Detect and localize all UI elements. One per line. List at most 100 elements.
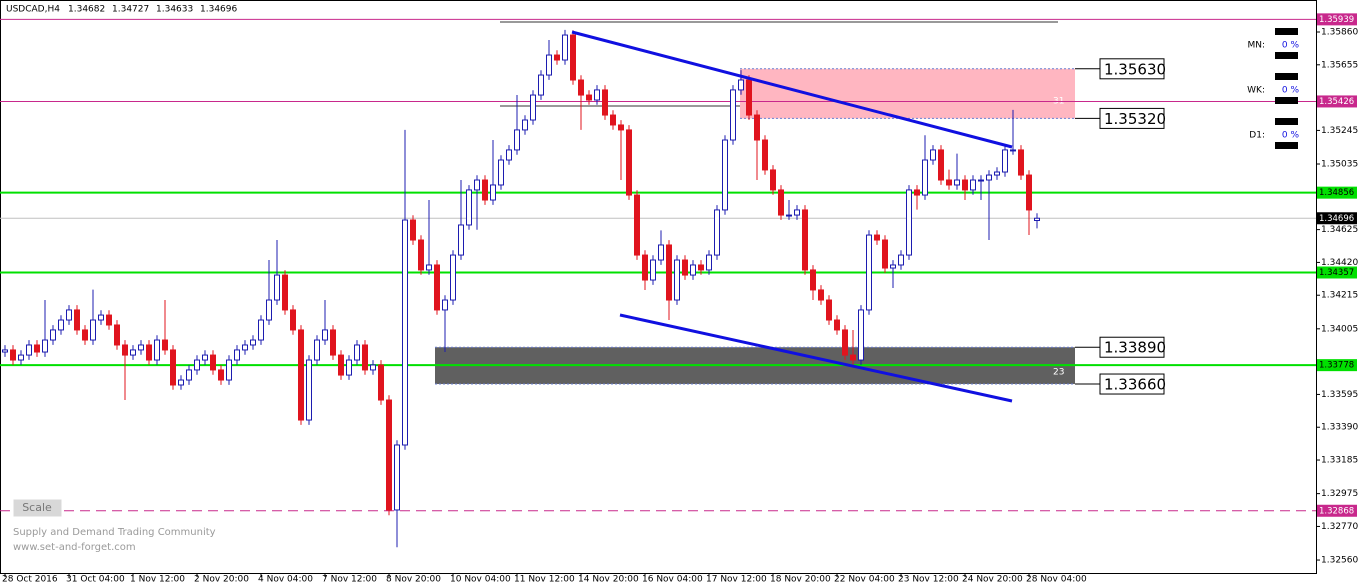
candle-body	[650, 259, 656, 281]
candle-body	[362, 344, 368, 371]
candle-body	[1018, 149, 1024, 176]
candle-body	[66, 309, 72, 321]
x-tick-label: 2 Nov 20:00	[194, 575, 249, 584]
candle-body	[922, 159, 928, 196]
panel-bar	[1275, 28, 1298, 35]
candle-body	[82, 329, 88, 341]
candle-body	[634, 194, 640, 256]
candle-body	[1026, 174, 1032, 211]
candle-body	[386, 399, 392, 511]
candle-body	[730, 89, 736, 141]
scale-button-label[interactable]: Scale	[22, 501, 52, 514]
candle-body	[314, 339, 320, 361]
candle-body	[522, 119, 528, 131]
panel-bar	[1275, 97, 1298, 104]
candle-body	[98, 314, 104, 321]
candle-body	[298, 329, 304, 421]
candle-body	[306, 359, 312, 421]
zone-label-box	[1099, 373, 1165, 395]
candle-body	[426, 264, 432, 271]
candle-body	[970, 179, 976, 191]
candle-body	[842, 329, 848, 356]
candle-body	[1002, 149, 1008, 173]
candle-body	[546, 54, 552, 76]
candle-body	[794, 209, 800, 216]
candle-body	[562, 34, 568, 61]
candle-body	[594, 89, 600, 101]
candle-body	[258, 319, 264, 341]
candle-body	[930, 149, 936, 161]
current-price-label: 1.34696	[1319, 214, 1354, 224]
candle-body	[138, 344, 144, 351]
candle-body	[10, 349, 16, 361]
y-tick-label: 1.35245	[1321, 126, 1358, 136]
candle-body	[674, 259, 680, 301]
candle-body	[754, 114, 760, 141]
panel-bar	[1275, 52, 1298, 59]
candle-body	[194, 359, 200, 371]
candle-body	[378, 364, 384, 401]
candle-body	[250, 339, 256, 346]
x-tick-label: 16 Nov 04:00	[642, 575, 703, 584]
candle-body	[114, 324, 120, 346]
scale-button[interactable]	[12, 498, 63, 518]
candle-body	[322, 329, 328, 341]
candle-body	[818, 289, 824, 301]
candle-body	[530, 94, 536, 121]
candle-body	[130, 349, 136, 356]
candle-body	[1034, 217, 1040, 221]
candle-body	[618, 124, 624, 131]
plot-frame	[0, 0, 1317, 574]
x-tick-label: 18 Nov 20:00	[770, 575, 831, 584]
candle-body	[266, 299, 272, 321]
panel-bar	[1275, 142, 1298, 149]
candle-body	[698, 264, 704, 271]
zone-label-box	[1099, 58, 1165, 80]
x-tick-label: 23 Nov 12:00	[898, 575, 959, 584]
symbol: USDCAD,H4	[6, 5, 60, 15]
candle-body	[330, 329, 336, 356]
zone-count: 23	[1053, 368, 1064, 378]
candle-body	[1010, 149, 1016, 152]
candle-body	[122, 344, 128, 356]
candle-body	[498, 159, 504, 186]
candle-body	[586, 94, 592, 101]
y-tick-label: 1.34215	[1321, 291, 1358, 301]
candle-body	[74, 309, 80, 331]
candle-body	[34, 344, 40, 353]
trend-line	[619, 313, 1013, 403]
level-label: 1.35939	[1319, 15, 1354, 25]
trend-line	[571, 30, 1013, 149]
level-label-box	[1317, 266, 1357, 279]
x-tick-label: 4 Nov 04:00	[258, 575, 313, 584]
candle-body	[658, 244, 664, 261]
candle-body	[450, 254, 456, 301]
candle-body	[610, 114, 616, 126]
candle-body	[146, 344, 152, 361]
candle-body	[466, 189, 472, 226]
candle-body	[218, 369, 224, 381]
candle-body	[962, 179, 968, 191]
zone-label-box	[1099, 107, 1165, 129]
candle-body	[626, 129, 632, 196]
zone-label: 1.33890	[1104, 339, 1166, 357]
level-label-box	[1317, 186, 1357, 199]
candle-body	[106, 314, 112, 326]
level-label: 1.35426	[1319, 97, 1354, 107]
x-tick-label: 7 Nov 12:00	[322, 575, 377, 584]
candle-body	[850, 354, 856, 361]
zone-label: 1.33660	[1104, 376, 1166, 394]
level-label-box	[1317, 359, 1357, 372]
y-tick-label: 1.33390	[1321, 423, 1358, 433]
y-tick-label: 1.34005	[1321, 324, 1358, 334]
close-price: 1.34696	[200, 5, 237, 15]
candle-body	[290, 309, 296, 331]
y-tick-label: 1.35860	[1321, 28, 1358, 38]
candle-body	[170, 349, 176, 386]
candle-body	[162, 339, 168, 351]
candle-body	[538, 74, 544, 96]
candle-body	[914, 189, 920, 196]
candle-body	[826, 299, 832, 321]
level-label: 1.32868	[1319, 506, 1354, 516]
